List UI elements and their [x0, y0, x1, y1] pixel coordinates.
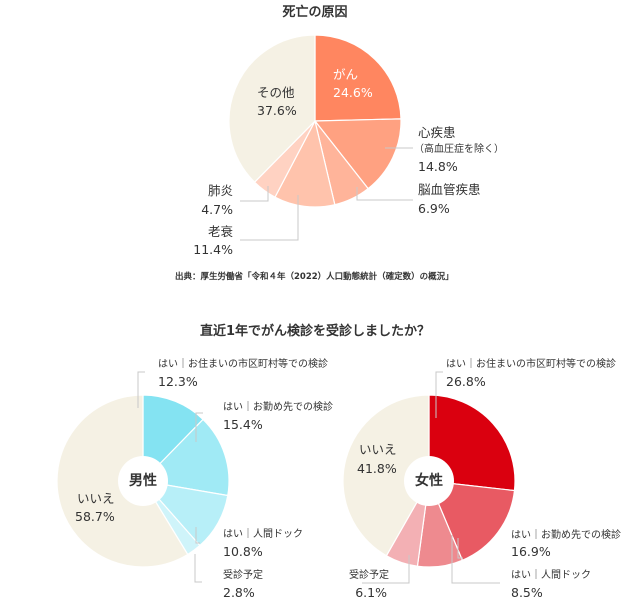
slice-label: はい｜お勤め先での検診	[223, 402, 333, 413]
pie-slice	[342, 394, 430, 557]
leader-line	[195, 412, 203, 442]
pie-death-causes	[228, 34, 402, 208]
slice-value: 16.9%	[511, 544, 551, 559]
leader-lines	[137, 147, 500, 584]
pie-center-label: 女性	[415, 473, 443, 489]
slice-value: 4.7%	[201, 202, 233, 217]
slice-label: はい｜お勤め先での検診	[511, 530, 621, 541]
slice-label: 心疾患	[418, 125, 456, 140]
pie-slice	[313, 118, 402, 190]
slice-label: いいえ	[359, 442, 397, 457]
pie-female	[342, 394, 516, 568]
slice-label: その他	[257, 85, 295, 100]
slice-value: 6.1%	[355, 585, 387, 600]
slice-label: いいえ	[77, 491, 115, 506]
slice-value: 11.4%	[193, 242, 233, 257]
leader-line	[435, 371, 443, 418]
slice-value: 26.8%	[446, 374, 486, 389]
slice-value: 12.3%	[158, 374, 198, 389]
leader-line	[137, 371, 145, 408]
slice-value: 10.8%	[223, 544, 263, 559]
leader-line	[194, 554, 202, 583]
leader-line	[457, 538, 463, 559]
pie-center-label: 男性	[129, 473, 157, 489]
slice-label: 老衰	[207, 224, 233, 239]
slice-label: はい｜人間ドック	[511, 570, 591, 581]
slice-label: はい｜お住まいの市区町村等での検診	[446, 359, 616, 370]
slice-value: 41.8%	[357, 461, 397, 476]
pie-slice	[228, 34, 316, 184]
slice-value: 58.7%	[75, 509, 115, 524]
slice-label: はい｜人間ドック	[223, 529, 303, 540]
slice-label: 受診予定	[349, 570, 389, 581]
slice-value: 37.6%	[257, 103, 297, 118]
leader-line	[240, 195, 299, 241]
slice-sublabel: （高血圧症を除く）	[414, 144, 504, 155]
pie-slice	[142, 394, 204, 483]
slice-label: 脳血管疾患	[418, 182, 481, 197]
pie-slice	[428, 394, 516, 492]
leader-line	[240, 186, 269, 202]
slice-value: 2.8%	[223, 585, 255, 600]
pie-male	[56, 394, 230, 568]
chart-title: 死亡の原因	[282, 5, 348, 20]
leader-line	[451, 535, 500, 584]
pie-slice	[314, 34, 402, 122]
leader-line	[362, 555, 410, 584]
slice-value: 6.9%	[418, 201, 450, 216]
leader-line	[195, 527, 200, 544]
slice-value: 8.5%	[511, 585, 543, 600]
slice-value: 15.4%	[223, 417, 263, 432]
leader-line	[356, 187, 413, 201]
slice-value: 24.6%	[333, 85, 373, 100]
slice-label: 肺炎	[207, 183, 233, 198]
slice-label: がん	[333, 67, 359, 82]
slice-value: 14.8%	[418, 159, 458, 174]
chart-title: 直近1年でがん検診を受診しましたか？	[199, 324, 431, 339]
slice-label: はい｜お住まいの市区町村等での検診	[158, 359, 328, 370]
pie-slice	[428, 480, 516, 562]
pie-hole	[118, 456, 168, 506]
pie-hole	[404, 456, 454, 506]
slice-label: 受診予定	[223, 570, 263, 581]
chart-source: 出典：厚生労働省「令和４年（2022）人口動態統計（確定数）の概況」	[175, 272, 454, 282]
